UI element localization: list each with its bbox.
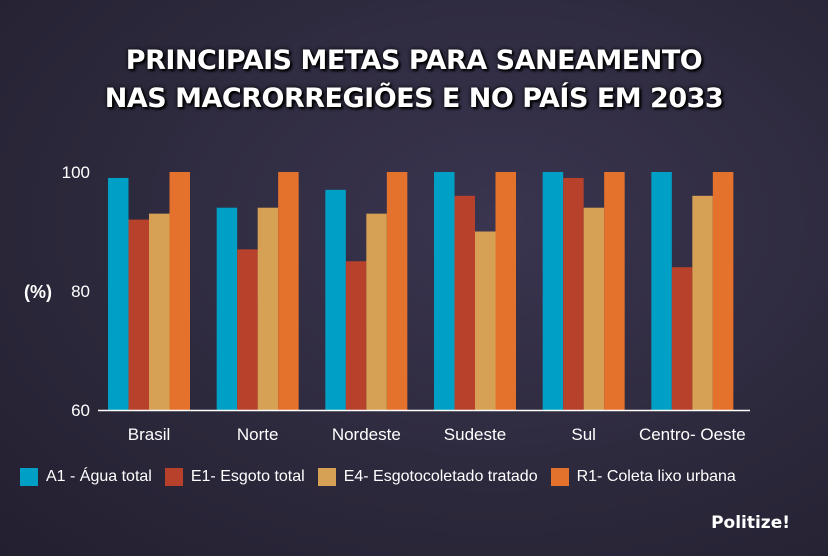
bar-sudeste-1 — [454, 195, 475, 410]
x-tick-label: Sudeste — [444, 425, 506, 444]
y-tick-label: 100 — [62, 163, 90, 182]
legend-item: E4- Esgotocoletado tratado — [317, 468, 538, 486]
legend-label: A1 - Água total — [46, 468, 152, 485]
legend-label: E1- Esgoto total — [190, 468, 305, 485]
legend-swatch — [550, 468, 569, 486]
bar-sul-1 — [563, 177, 584, 410]
legend-label: R1- Coleta lixo urbana — [576, 468, 736, 485]
bar-norte-3 — [278, 172, 299, 410]
x-tick-label: Brasil — [128, 425, 171, 444]
bar-sul-2 — [583, 207, 605, 410]
bar-norte-1 — [237, 249, 258, 410]
bar-norte-2 — [257, 207, 279, 410]
bar-sul-0 — [542, 172, 564, 410]
bar-brasil-2 — [149, 213, 170, 410]
bar-sudeste-0 — [434, 172, 455, 410]
bar-nordeste-3 — [386, 172, 408, 410]
bar-brasil-0 — [108, 177, 129, 410]
bar-nordeste-2 — [366, 213, 387, 410]
legend-swatch — [20, 468, 38, 486]
legend-item: E1- Esgoto total — [164, 468, 305, 486]
y-tick-label: 60 — [71, 401, 90, 420]
politize-logo: Politize! — [711, 513, 790, 533]
bar-centro-oeste-3 — [712, 172, 734, 410]
bar-centro-oeste-1 — [671, 267, 693, 410]
title-line-2: NAS MACRORREGIÕES E NO PAÍS EM 2033 — [104, 83, 724, 114]
bar-brasil-3 — [169, 172, 190, 410]
x-tick-label: Nordeste — [332, 425, 401, 444]
legend-label: E4- Esgotocoletado tratado — [343, 468, 538, 485]
bar-norte-0 — [216, 207, 238, 410]
chart-title: PRINCIPAIS METAS PARA SANEAMENTO NAS MAC… — [0, 42, 828, 118]
legend-item: R1- Coleta lixo urbana — [550, 468, 736, 486]
bar-brasil-1 — [128, 219, 149, 410]
bar-nordeste-0 — [325, 189, 346, 410]
bar-sudeste-2 — [475, 231, 496, 410]
x-tick-label: Norte — [237, 425, 279, 444]
title-line-1: PRINCIPAIS METAS PARA SANEAMENTO — [125, 45, 703, 76]
x-tick-label: Sul — [571, 425, 596, 444]
bar-sudeste-3 — [495, 172, 516, 410]
bar-centro-oeste-2 — [692, 195, 713, 410]
y-tick-label: 80 — [71, 282, 90, 301]
legend: A1 - Água total E1- Esgoto total E4- Esgot… — [20, 468, 749, 486]
legend-swatch — [164, 468, 183, 486]
legend-swatch — [317, 468, 336, 486]
legend-item: A1 - Água total — [20, 468, 152, 486]
bar-centro-oeste-0 — [651, 172, 672, 410]
bar-sul-3 — [604, 172, 625, 410]
y-axis-label: (%) — [24, 282, 52, 302]
bar-nordeste-1 — [345, 261, 367, 410]
x-tick-label: Centro- Oeste — [639, 425, 746, 444]
